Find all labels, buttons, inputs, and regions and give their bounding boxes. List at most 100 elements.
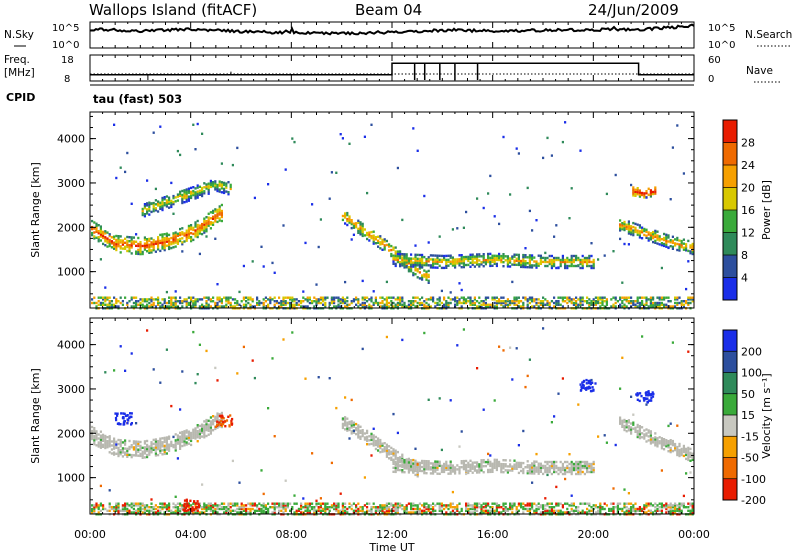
velocity-cell [495,466,498,470]
velocity-cell [504,502,507,505]
power-cell [165,305,168,308]
velocity-cell [209,507,212,511]
velocity-cell [383,448,386,451]
power-cell [627,228,630,231]
power-cell [97,240,100,243]
power-cell [425,305,428,308]
power-cell [152,298,155,301]
power-cell [357,301,360,305]
power-cell [469,255,472,258]
power-cell [636,301,639,305]
velocity-cell [405,506,408,509]
velocity-cell [185,429,188,432]
power-cell [172,305,175,308]
velocity-cell [113,451,116,454]
power-cell [139,248,142,252]
velocity-cell [456,468,459,471]
velocity-cell [139,446,142,450]
power-cell [179,237,182,241]
velocity-cell [414,461,417,464]
power-cell [319,301,322,305]
velocity-cell [451,506,454,509]
velocity-cell [410,465,413,468]
velocity-cell [407,467,410,470]
velocity-cell [172,511,175,514]
velocity-cell [115,509,118,512]
power-cell [315,301,318,305]
power-cell [676,242,679,246]
power-cell [124,296,127,299]
velocity-cell [638,507,641,511]
velocity-cell [357,502,360,505]
noise-tick-top-left: 10^5 [52,23,79,34]
power-cell [524,263,527,267]
velocity-cell [132,502,135,505]
velocity-cell [108,445,111,448]
velocity-cell [333,504,336,507]
power-cell [645,190,648,193]
power-cell [691,296,694,299]
velocity-cell [418,463,421,467]
velocity-cell [113,509,116,512]
velocity-cell [194,433,197,436]
velocity-cell [570,502,573,505]
power-cell [350,238,353,241]
power-cell [372,242,375,245]
velocity-cell [150,445,153,448]
power-cell [181,300,184,303]
velocity-cell [113,447,116,450]
power-cell [601,303,604,306]
velocity-cell [251,359,254,362]
velocity-cell [121,506,124,509]
power-cell [654,241,657,244]
power-cell [634,230,637,234]
power-cell [674,242,677,245]
velocity-cell [168,502,171,505]
velocity-cell [242,504,245,507]
power-cell [418,259,421,263]
velocity-cell [187,442,190,445]
velocity-cell [678,444,681,448]
power-cell [645,298,648,301]
power-cell [498,252,501,256]
power-cell [421,261,424,265]
power-cell [220,162,223,165]
velocity-cell [539,470,542,473]
power-cell [680,245,683,249]
velocity-cell [196,507,199,511]
power-cell [678,247,681,250]
velocity-cell [161,506,164,509]
power-cell [583,300,586,303]
velocity-cell [126,453,129,456]
velocity-cell [176,502,179,505]
velocity-cell [93,443,96,446]
velocity-cell [132,446,135,449]
power-cell [251,300,254,303]
power-cell [491,256,494,259]
power-cell [599,305,602,308]
power-cell [502,261,505,264]
velocity-cell [495,507,498,511]
velocity-cell [284,504,287,507]
power-cell [146,240,149,243]
velocity-cell [509,507,512,511]
power-cell [434,254,437,257]
power-cell [249,298,252,301]
velocity-cell [396,456,399,460]
power-cell [401,260,404,263]
velocity-cell [671,506,674,509]
velocity-cell [498,504,501,507]
velocity-cell [352,431,355,434]
velocity-cell [405,467,408,470]
velocity-cell [487,509,490,512]
velocity-cell [621,421,624,424]
power-cell [401,296,404,299]
power-cell [181,243,184,246]
power-cell [550,262,553,266]
velocity-cell [344,416,347,419]
power-cell [546,136,549,140]
power-cell [374,298,377,301]
power-cell [429,254,432,257]
power-cell [621,296,624,299]
velocity-cell [218,413,221,416]
